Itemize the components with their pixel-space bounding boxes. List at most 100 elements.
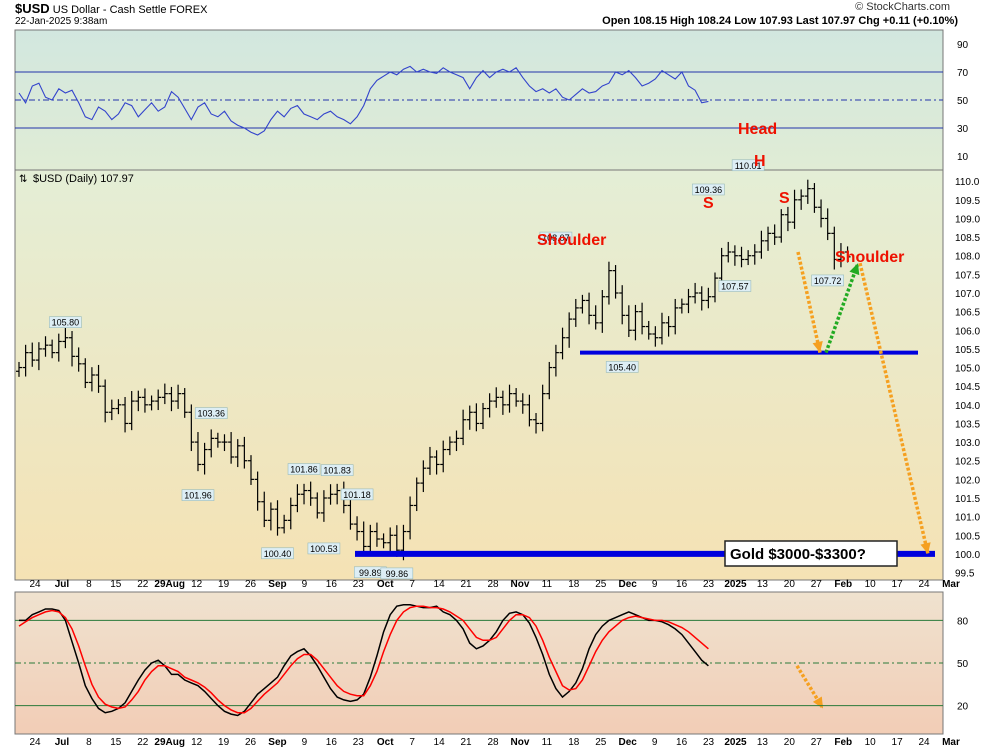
ohlc-bar <box>208 429 215 458</box>
series-line <box>19 604 709 717</box>
price-title: $USD (Daily) 107.97 <box>33 173 134 185</box>
annotation-head: Head <box>738 121 777 138</box>
ohlc-bar <box>798 189 805 210</box>
x-tick-label: 7 <box>409 737 415 748</box>
x-tick-label: Oct <box>377 579 394 590</box>
x-tick-label: 2025 <box>724 579 747 590</box>
price-label-box <box>320 464 354 476</box>
ohlc-bar <box>665 316 672 337</box>
ohlc-bar <box>413 477 420 512</box>
ohlc-bar <box>16 361 22 377</box>
x-tick-label: 23 <box>353 579 365 590</box>
ohlc-bar <box>460 409 467 446</box>
price-label-box <box>692 183 725 196</box>
chart-datetime: 22-Jan-2025 9:38am <box>15 16 108 27</box>
ohlc-bar <box>287 497 294 530</box>
price-tick-label: 104.0 <box>955 401 980 412</box>
ohlc-bar <box>294 484 301 513</box>
ohlc-bar <box>678 298 685 314</box>
instrument-name: US Dollar - Cash Settle <box>52 4 167 16</box>
ohlc-bar <box>486 393 493 418</box>
price-label-box <box>380 567 414 580</box>
ohlc-bar <box>314 492 321 519</box>
x-tick-label: 19 <box>218 737 230 748</box>
price-label-box <box>718 280 752 292</box>
price-label: 99.86 <box>386 569 409 579</box>
x-tick-label: 16 <box>326 737 338 748</box>
x-tick-label: 26 <box>245 579 257 590</box>
projection-arrow-up-head <box>849 263 860 276</box>
ohlc-bar <box>499 390 506 415</box>
x-tick-label: Mar <box>942 579 960 590</box>
ohlc-bar <box>572 298 579 327</box>
ohlc-bar <box>420 460 427 493</box>
watermark: © StockCharts.com <box>855 1 950 13</box>
price-label-box <box>340 488 374 501</box>
y-tick-label: 30 <box>957 124 969 135</box>
ohlc-bar <box>466 405 473 430</box>
symbol: $USD <box>15 1 50 16</box>
x-tick-label: 8 <box>86 579 92 590</box>
price-tick-label: 105.0 <box>955 364 980 375</box>
x-tick-label: 13 <box>757 737 769 748</box>
ohlc-bar <box>254 471 261 511</box>
x-tick-label: 11 <box>542 579 553 590</box>
y-tick-label: 50 <box>957 96 969 107</box>
price-label-box <box>261 547 294 560</box>
x-tick-label: 27 <box>811 737 823 748</box>
price-label: 108.07 <box>542 233 570 243</box>
price-label-box <box>811 274 844 287</box>
price-label: 99.89 <box>359 568 382 578</box>
x-tick-label: 24 <box>29 737 41 748</box>
x-tick-label: 25 <box>595 579 607 590</box>
gold-callout-box <box>724 540 898 567</box>
ohlc-bar <box>725 241 732 263</box>
price-label: 101.83 <box>323 466 351 476</box>
price-tick-label: 101.0 <box>955 513 980 524</box>
y-tick-label: 90 <box>957 40 969 51</box>
x-tick-label: Jul <box>55 579 70 590</box>
price-label-box <box>539 231 573 244</box>
y-tick-label: 70 <box>957 68 969 79</box>
ohlc-bar <box>373 522 380 547</box>
price-tick-label: 107.0 <box>955 289 980 300</box>
x-tick-label: Mar <box>942 737 960 748</box>
ohlc-bar <box>115 399 122 415</box>
stochastic-panel: 80 50 20 <box>15 604 969 717</box>
price-tick-label: 102.5 <box>955 457 980 468</box>
ohlc-bar <box>705 287 712 309</box>
x-tick-label: 8 <box>86 737 92 748</box>
projection-arrow-up <box>824 262 860 354</box>
projection-arrow-down-head <box>812 340 823 353</box>
price-tick-label: 110.0 <box>955 177 980 188</box>
x-tick-label: 28 <box>487 579 499 590</box>
x-tick-label: Jul <box>55 737 70 748</box>
x-tick-label: 15 <box>110 737 122 748</box>
price-label-box <box>194 407 228 419</box>
price-panel: 110.0 109.5 109.0 108.5 108.0 107.5 107.0 106.5… <box>16 159 980 710</box>
ohlc-bar <box>248 455 254 485</box>
ohlc-bar <box>22 344 29 377</box>
ohlc-bar <box>493 387 500 408</box>
ohlc-bar <box>360 521 367 554</box>
price-label: 101.18 <box>343 490 371 500</box>
x-tick-label: Feb <box>834 579 852 590</box>
ohlc-bar <box>605 261 612 305</box>
ohlc-bar <box>685 288 692 314</box>
ohlc-bar <box>148 395 155 411</box>
ohlc-bar <box>69 331 76 367</box>
price-tick-label: 106.0 <box>955 326 980 337</box>
x-tick-label: 19 <box>218 579 230 590</box>
ohlc-bar <box>433 450 440 475</box>
projection-arrow-down <box>796 251 822 354</box>
ohlc-bar <box>480 402 486 430</box>
x-tick-label: Nov <box>510 579 529 590</box>
x-tick-label: 24 <box>918 579 930 590</box>
ohlc-bar <box>35 342 42 371</box>
ohlc-bar <box>175 384 182 409</box>
price-tick-label: 108.5 <box>955 233 980 244</box>
ohlc-bar <box>281 514 288 534</box>
y-tick-label: 80 <box>957 616 969 627</box>
ohlc-bar <box>88 367 95 392</box>
series-line <box>18 65 709 136</box>
